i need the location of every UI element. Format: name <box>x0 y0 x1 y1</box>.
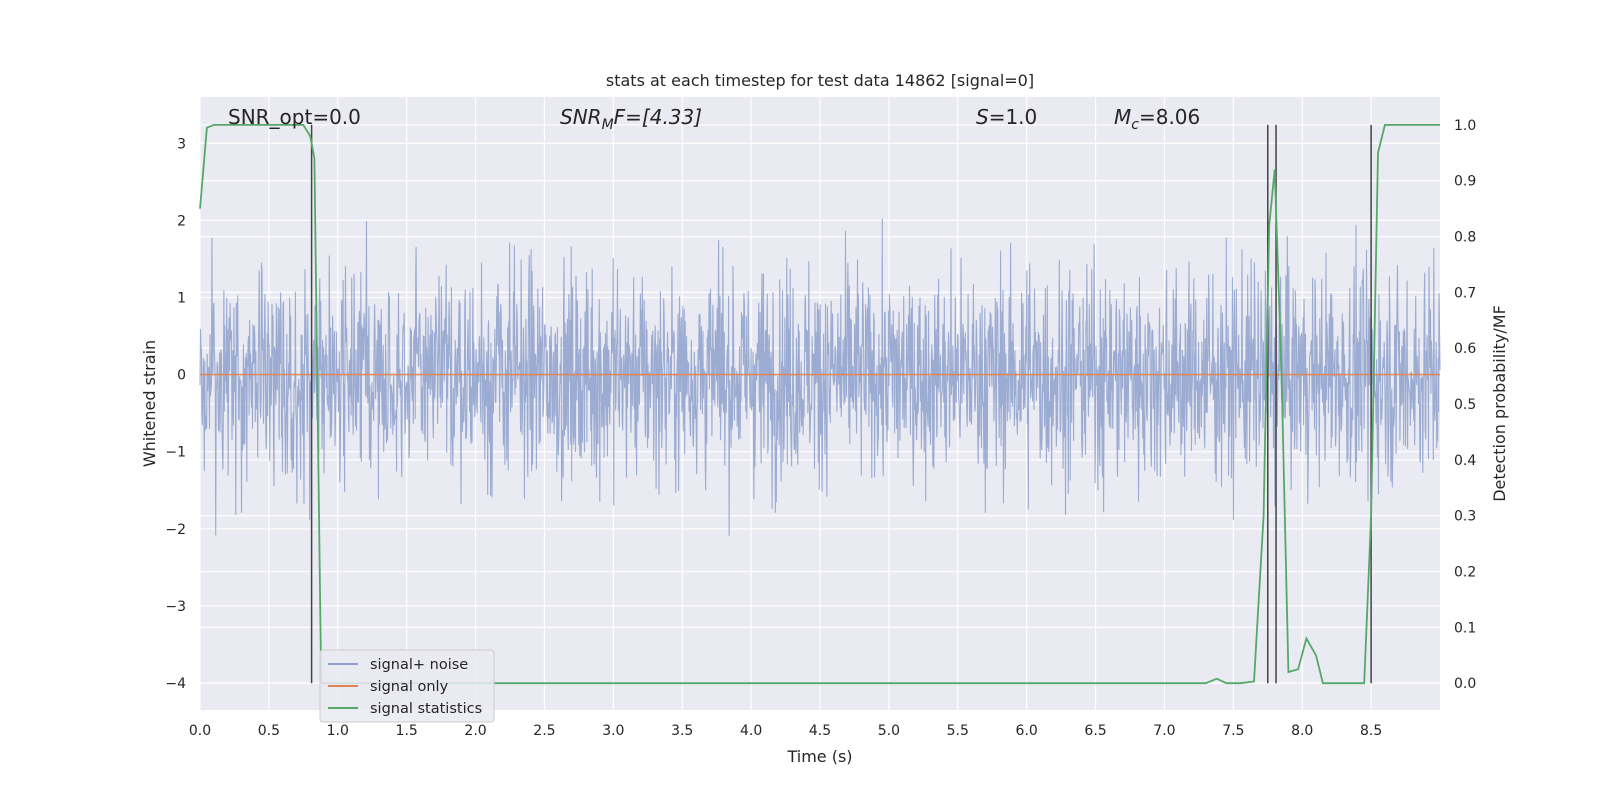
annotation-s: S=1.0 <box>976 105 1037 129</box>
y2-tick-label: 1.0 <box>1454 118 1476 134</box>
annotation-s-rest: =1.0 <box>989 105 1038 129</box>
x-tick-label: 7.5 <box>1222 723 1244 739</box>
annotation-snr-opt: SNR_opt=0.0 <box>228 105 361 129</box>
x-tick-label: 7.0 <box>1153 723 1175 739</box>
series-signal-noise-line <box>199 218 1441 537</box>
y2-tick-label: 0.3 <box>1454 509 1476 525</box>
y-axis-label: Whitened strain <box>140 340 159 467</box>
y2-tick-label: 0.5 <box>1454 397 1476 413</box>
x-tick-label: 8.5 <box>1360 723 1382 739</box>
legend-label: signal+ noise <box>370 657 468 673</box>
x-axis-label: Time (s) <box>786 747 852 766</box>
legend-label: signal only <box>370 679 449 695</box>
x-tick-label: 4.5 <box>809 723 831 739</box>
x-tick-label: 3.0 <box>602 723 624 739</box>
x-tick-label: 0.0 <box>189 723 211 739</box>
x-tick-label: 2.5 <box>533 723 555 739</box>
annotation-mc-sub: c <box>1131 117 1139 133</box>
y-tick-label: −1 <box>165 445 186 461</box>
y2-axis-label: Detection probability/MF <box>1490 305 1509 502</box>
data-layer <box>199 124 1441 685</box>
x-tick-label: 8.0 <box>1291 723 1313 739</box>
legend: signal+ noise signal only signal statistic… <box>319 649 495 723</box>
x-tick-label: 5.5 <box>947 723 969 739</box>
y2-tick-label: 0.6 <box>1454 341 1476 357</box>
y-tick-label: 0 <box>177 368 186 384</box>
y2-tick-label: 0.8 <box>1454 230 1476 246</box>
annotation-mc: Mc=8.06 <box>1114 105 1200 133</box>
y2-tick-label: 0.4 <box>1454 453 1476 469</box>
annotation-s-main: S <box>976 105 989 129</box>
annotation-mc-main: M <box>1114 105 1131 129</box>
legend-box <box>319 649 495 723</box>
axes: 0.0 0.5 1.0 1.5 2.0 2.5 3.0 3.5 4.0 4.5 5.0 5.5 6.0 6… <box>165 118 1476 739</box>
x-tick-label: 4.0 <box>740 723 762 739</box>
y2-tick-label: 0.9 <box>1454 174 1476 190</box>
annotation-snr-mf-rest: F=[4.33] <box>614 105 702 129</box>
y2-tick-label: 0.1 <box>1454 620 1476 636</box>
legend-label: signal statistics <box>370 701 482 717</box>
y-tick-label: −3 <box>165 599 186 615</box>
annotation-mc-rest: =8.06 <box>1139 105 1200 129</box>
y-tick-label: 2 <box>177 213 186 229</box>
annotation-snr-mf-sub: M <box>602 117 614 133</box>
y-tick-label: −4 <box>165 676 186 692</box>
y2-tick-label: 0.7 <box>1454 285 1476 301</box>
x-tick-label: 2.0 <box>464 723 486 739</box>
x-tick-label: 0.5 <box>258 723 280 739</box>
x-tick-label: 6.5 <box>1084 723 1106 739</box>
x-tick-label: 1.0 <box>327 723 349 739</box>
y-tick-label: −2 <box>165 522 186 538</box>
y-tick-label: 3 <box>177 136 186 152</box>
y2-tick-label: 0.0 <box>1454 676 1476 692</box>
x-tick-label: 1.5 <box>396 723 418 739</box>
chart-title: stats at each timestep for test data 148… <box>606 71 1034 90</box>
series-signal-statistics-line <box>199 124 1440 685</box>
x-tick-label: 5.0 <box>878 723 900 739</box>
y2-tick-label: 0.2 <box>1454 565 1476 581</box>
y-tick-label: 1 <box>177 290 186 306</box>
x-tick-label: 6.0 <box>1016 723 1038 739</box>
annotation-snr-mf-main: SNR <box>560 105 602 129</box>
x-tick-label: 3.5 <box>671 723 693 739</box>
annotation-snr-mf: SNRMF=[4.33] <box>560 105 702 133</box>
